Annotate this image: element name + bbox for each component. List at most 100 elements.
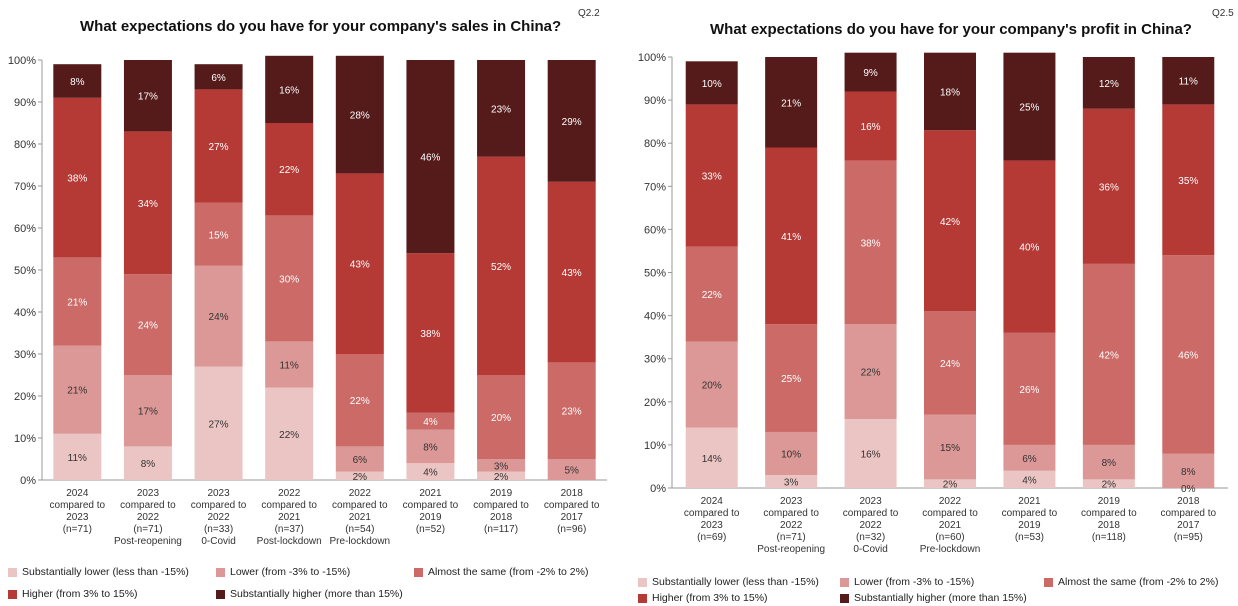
sales-data-label: 21% bbox=[67, 386, 87, 397]
legend-label: Substantially lower (less than -15%) bbox=[652, 576, 819, 588]
sales-bar-segment-higher bbox=[53, 97, 102, 258]
legend-item-lower: Lower (from -3% to -15%) bbox=[840, 576, 974, 588]
legend-label: Substantially higher (more than 15%) bbox=[230, 588, 403, 600]
profit-y-tick-label: 20% bbox=[644, 397, 666, 409]
sales-category-label: (n=71) bbox=[63, 524, 92, 535]
sales-data-label: 22% bbox=[279, 165, 299, 176]
sales-category-label: (n=33) bbox=[204, 524, 233, 535]
sales-data-label: 17% bbox=[138, 92, 158, 103]
profit-data-label: 2% bbox=[1102, 480, 1117, 491]
profit-bar-segment-almost_same bbox=[844, 160, 897, 325]
sales-data-label: 16% bbox=[279, 85, 299, 96]
profit-data-label: 35% bbox=[1178, 176, 1198, 187]
sales-bar-segment-higher bbox=[547, 181, 596, 363]
sales-bar-segment-higher bbox=[123, 131, 172, 275]
sales-data-label: 20% bbox=[491, 413, 511, 424]
sales-category-label: compared to bbox=[332, 500, 388, 511]
sales-category-label: 2019 bbox=[490, 488, 513, 499]
profit-y-tick-label: 50% bbox=[644, 268, 666, 280]
profit-y-tick-label: 10% bbox=[644, 440, 666, 452]
sales-bar-segment-substantially_lower bbox=[123, 446, 172, 480]
profit-category-label: 2019 bbox=[1018, 520, 1041, 531]
sales-data-label: 43% bbox=[350, 260, 370, 271]
sales-category-label: 2017 bbox=[561, 512, 584, 523]
profit-bar-segment-lower bbox=[1003, 444, 1056, 471]
profit-data-label: 33% bbox=[702, 172, 722, 183]
sales-chart-panel: What expectations do you have for your c… bbox=[0, 0, 615, 606]
profit-category-label: (n=118) bbox=[1092, 532, 1126, 543]
sales-bar-segment-lower bbox=[265, 341, 314, 388]
profit-category-label: compared to bbox=[922, 508, 978, 519]
sales-bar-segment-almost_same bbox=[335, 354, 384, 447]
sales-chart-title: What expectations do you have for your c… bbox=[80, 18, 562, 35]
sales-data-label: 43% bbox=[562, 268, 582, 279]
sales-data-label: 11% bbox=[68, 453, 87, 464]
profit-category-label: Post-reopening bbox=[757, 544, 825, 555]
sales-bar-segment-substantially_lower bbox=[53, 433, 102, 480]
profit-bar-segment-almost_same bbox=[765, 324, 818, 432]
sales-category-label: 2022 bbox=[137, 512, 160, 523]
legend-label: Substantially higher (more than 15%) bbox=[854, 592, 1027, 604]
profit-bar-segment-almost_same bbox=[685, 246, 738, 342]
profit-category-label: 2017 bbox=[1177, 520, 1200, 531]
sales-data-label: 4% bbox=[423, 417, 438, 428]
profit-data-label: 38% bbox=[861, 238, 881, 249]
sales-category-label: compared to bbox=[261, 500, 317, 511]
profit-category-label: (n=71) bbox=[777, 532, 806, 543]
sales-data-label: 21% bbox=[67, 298, 87, 309]
profit-question-code: Q2.5 bbox=[1212, 8, 1234, 19]
sales-category-label: 2022 bbox=[278, 488, 301, 499]
legend-label: Lower (from -3% to -15%) bbox=[854, 576, 975, 588]
profit-data-label: 24% bbox=[940, 359, 960, 370]
profit-data-label: 4% bbox=[1022, 475, 1037, 486]
profit-bar-segment-substantially_higher bbox=[765, 57, 818, 148]
sales-bar-segment-lower bbox=[123, 375, 172, 447]
sales-y-tick-label: 50% bbox=[14, 265, 36, 277]
profit-bar-segment-higher bbox=[924, 130, 976, 312]
profit-bar-segment-higher bbox=[1082, 108, 1135, 264]
sales-bar-segment-substantially_lower bbox=[477, 471, 526, 480]
profit-y-tick-label: 0% bbox=[650, 483, 666, 495]
profit-bar-segment-substantially_higher bbox=[685, 61, 738, 105]
profit-data-label: 0% bbox=[1181, 484, 1196, 495]
sales-bar-segment-almost_same bbox=[477, 375, 526, 459]
legend-label: Substantially lower (less than -15%) bbox=[22, 566, 189, 578]
profit-y-tick-label: 30% bbox=[644, 354, 666, 366]
profit-legend: Substantially lower (less than -15%) Lowe… bbox=[620, 0, 1238, 606]
profit-category-label: 2018 bbox=[1177, 496, 1200, 507]
profit-bar-segment-higher bbox=[765, 147, 818, 325]
profit-y-tick-label: 100% bbox=[638, 52, 666, 64]
sales-bar-segment-almost_same bbox=[406, 412, 455, 430]
profit-bar-segment-substantially_lower bbox=[685, 427, 738, 488]
sales-bar-segment-substantially_higher bbox=[194, 64, 243, 90]
sales-category-label: 2018 bbox=[561, 488, 584, 499]
sales-data-label: 23% bbox=[491, 104, 511, 115]
profit-y-tick-label: 80% bbox=[644, 138, 666, 150]
profit-bar-segment-almost_same bbox=[1003, 332, 1056, 445]
legend-item-substantially_lower: Substantially lower (less than -15%) bbox=[638, 576, 819, 588]
profit-bar-segment-lower bbox=[844, 324, 897, 420]
sales-bar-segment-substantially_higher bbox=[265, 55, 314, 123]
sales-bar-segment-substantially_lower bbox=[265, 387, 314, 480]
sales-bar-segment-lower bbox=[406, 429, 455, 464]
profit-category-label: (n=69) bbox=[697, 532, 726, 543]
profit-data-label: 42% bbox=[940, 217, 960, 228]
profit-bar-segment-substantially_higher bbox=[1003, 52, 1056, 161]
profit-category-label: 2021 bbox=[1018, 496, 1041, 507]
profit-data-label: 41% bbox=[781, 232, 801, 243]
profit-category-label: (n=53) bbox=[1015, 532, 1044, 543]
legend-item-almost_same: Almost the same (from -2% to 2%) bbox=[1044, 576, 1218, 588]
sales-data-label: 6% bbox=[211, 73, 226, 84]
profit-category-label: 2023 bbox=[859, 496, 882, 507]
profit-bar-segment-lower bbox=[685, 341, 738, 428]
sales-category-label: Post-reopening bbox=[114, 536, 182, 547]
sales-data-label: 27% bbox=[209, 419, 229, 430]
sales-data-label: 8% bbox=[423, 442, 438, 453]
profit-bar-segment-almost_same bbox=[1082, 263, 1135, 445]
sales-data-label: 5% bbox=[564, 466, 579, 477]
sales-category-label: 2022 bbox=[349, 488, 372, 499]
profit-chart-title: What expectations do you have for your c… bbox=[710, 21, 1192, 38]
profit-y-tick-label: 90% bbox=[644, 95, 666, 107]
profit-bar-segment-substantially_higher bbox=[844, 52, 897, 92]
profit-category-label: 2022 bbox=[939, 496, 962, 507]
